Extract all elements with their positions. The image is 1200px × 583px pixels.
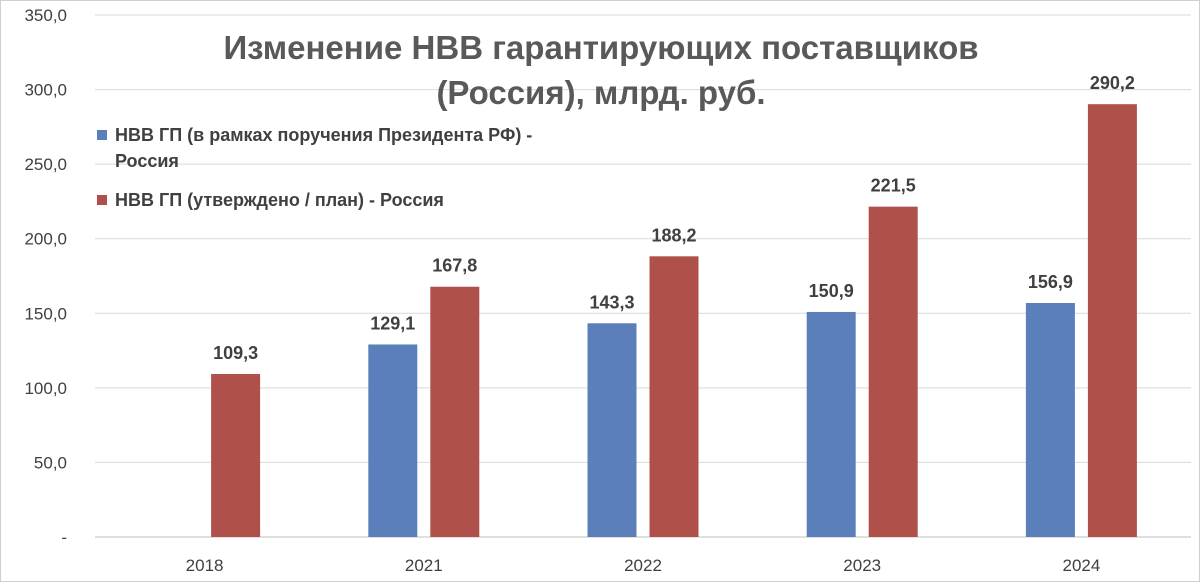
data-labels: 109,3 129,1 167,8 143,3 188,2 150,9 221,5 156,9… — [213, 73, 1135, 363]
bar — [806, 311, 856, 537]
y-tick-label: - — [61, 528, 67, 547]
legend-swatch — [97, 130, 107, 140]
data-label: 290,2 — [1090, 73, 1135, 93]
y-tick-label: 50,0 — [34, 453, 67, 472]
data-label: 188,2 — [651, 225, 696, 245]
bar — [587, 323, 637, 537]
bar — [430, 286, 480, 537]
x-tick-label: 2018 — [186, 556, 224, 575]
legend-swatch — [97, 195, 107, 205]
bar — [1025, 302, 1075, 537]
data-label: 150,9 — [809, 281, 854, 301]
y-tick-label: 150,0 — [24, 304, 67, 323]
data-label: 167,8 — [432, 256, 477, 276]
y-tick-label: 350,0 — [24, 6, 67, 25]
chart-title-line: Изменение НВВ гарантирующих поставщиков — [223, 29, 978, 66]
y-axis: - 50,0 100,0 150,0 200,0 250,0 300,0 350,0 — [24, 6, 67, 547]
gridlines — [95, 14, 1191, 538]
bar — [649, 256, 699, 537]
bars — [211, 104, 1137, 538]
x-axis: 2018 2021 2022 2023 2024 — [186, 556, 1101, 575]
bar — [868, 206, 918, 538]
x-tick-label: 2022 — [624, 556, 662, 575]
x-tick-label: 2021 — [405, 556, 443, 575]
y-tick-label: 200,0 — [24, 230, 67, 249]
bar — [368, 344, 418, 537]
bar — [211, 373, 261, 537]
x-tick-label: 2023 — [843, 556, 881, 575]
data-label: 221,5 — [871, 176, 916, 196]
data-label: 109,3 — [213, 343, 258, 363]
data-label: 156,9 — [1028, 272, 1073, 292]
y-tick-label: 100,0 — [24, 379, 67, 398]
y-tick-label: 300,0 — [24, 81, 67, 100]
legend-label: НВВ ГП (в рамках поручения Президента РФ… — [115, 125, 532, 145]
chart-title-line: (Россия), млрд. руб. — [436, 74, 765, 111]
legend-label: НВВ ГП (утверждено / план) - Россия — [115, 190, 444, 210]
chart-title: Изменение НВВ гарантирующих поставщиков (… — [223, 29, 978, 111]
legend: НВВ ГП (в рамках поручения Президента РФ… — [97, 125, 532, 210]
data-label: 129,1 — [370, 313, 415, 333]
legend-label: Россия — [115, 151, 179, 171]
bar — [1087, 104, 1137, 537]
x-tick-label: 2024 — [1062, 556, 1100, 575]
data-label: 143,3 — [589, 292, 634, 312]
y-tick-label: 250,0 — [24, 155, 67, 174]
